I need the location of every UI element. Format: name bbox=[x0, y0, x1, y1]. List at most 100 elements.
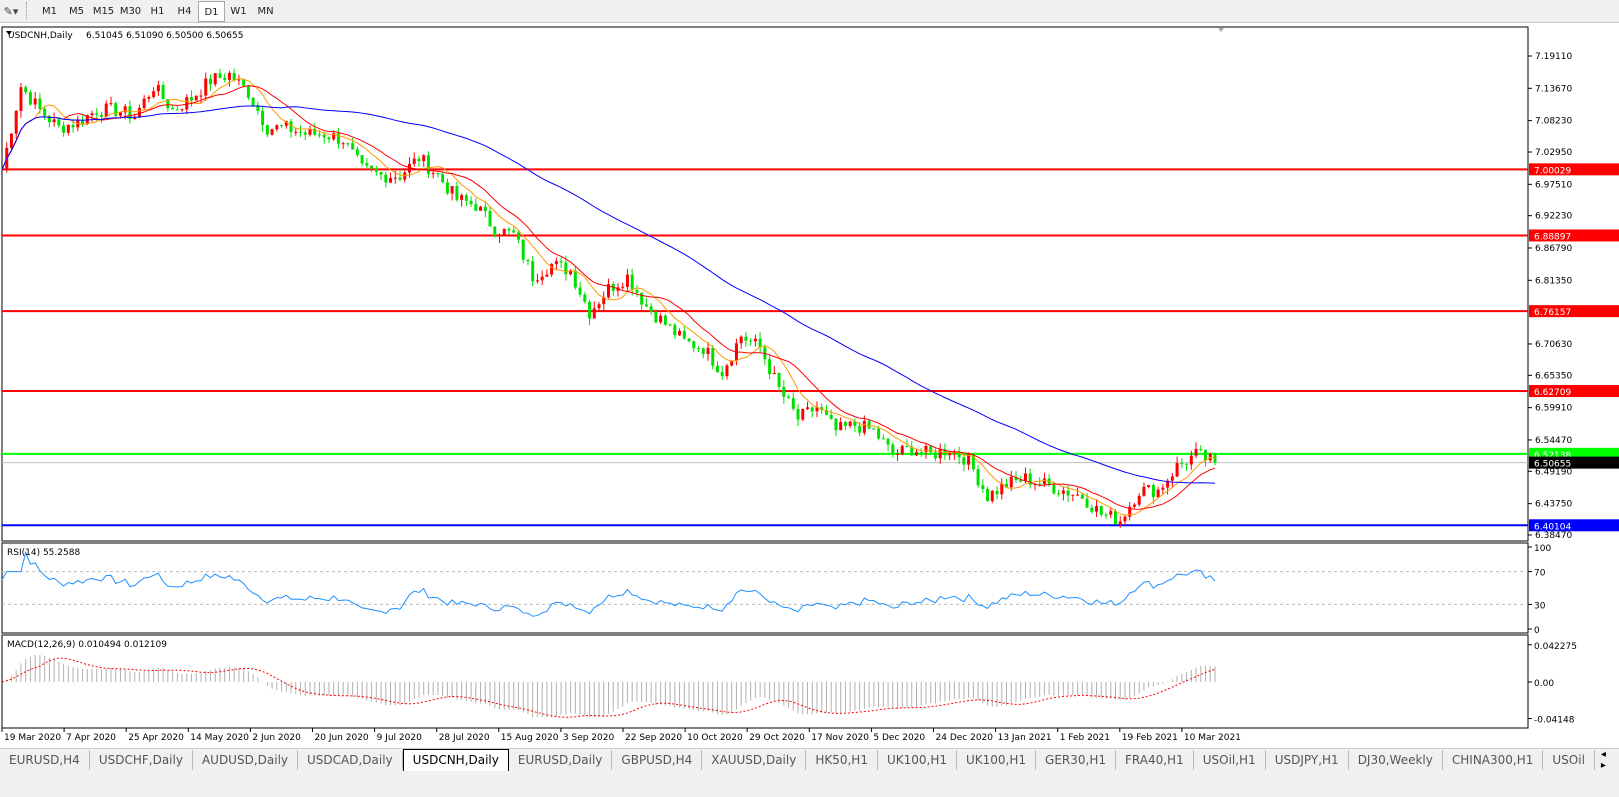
candle-body bbox=[1071, 494, 1075, 496]
candle-body bbox=[1061, 490, 1065, 494]
candle-body bbox=[1132, 504, 1136, 507]
candle-body bbox=[393, 177, 397, 179]
date-tick-label: 29 Oct 2020 bbox=[749, 733, 805, 743]
chart-tab[interactable]: GER30,H1 bbox=[1036, 750, 1116, 770]
chart-tab[interactable]: USDJPY,H1 bbox=[1266, 750, 1349, 770]
price-tick-label: 6.49190 bbox=[1535, 467, 1572, 477]
candle-body bbox=[768, 359, 772, 375]
date-tick-label: 17 Nov 2020 bbox=[811, 733, 869, 743]
chart-tab[interactable]: EURUSD,Daily bbox=[509, 750, 613, 770]
timeframe-m5[interactable]: M5 bbox=[69, 5, 84, 17]
candle-body bbox=[569, 270, 573, 275]
chart-tab[interactable]: CHINA300,H1 bbox=[1443, 750, 1544, 770]
candle-body bbox=[336, 133, 340, 144]
chart-tab[interactable]: XAUUSD,Daily bbox=[702, 750, 807, 770]
chart-tab[interactable]: USOil bbox=[1543, 750, 1595, 770]
candle-body bbox=[128, 106, 132, 120]
candle-body bbox=[1199, 448, 1203, 450]
date-tick-label: 10 Oct 2020 bbox=[687, 733, 743, 743]
candle-body bbox=[957, 451, 961, 458]
candle-body bbox=[824, 410, 828, 415]
candle-body bbox=[398, 177, 402, 180]
candle-body bbox=[1170, 476, 1174, 481]
chart-tab[interactable]: USDCAD,Daily bbox=[298, 750, 403, 770]
candle-body bbox=[502, 228, 506, 236]
candle-body bbox=[512, 230, 516, 233]
candle-body bbox=[896, 453, 900, 455]
candle-body bbox=[919, 452, 923, 454]
candle-body bbox=[938, 449, 942, 459]
candle-body bbox=[445, 182, 449, 194]
timeframe-h4[interactable]: H4 bbox=[177, 5, 192, 17]
timeframe-w1[interactable]: W1 bbox=[230, 5, 247, 17]
timeframe-d1[interactable]: D1 bbox=[198, 0, 225, 22]
candle-body bbox=[360, 155, 364, 164]
candle-body bbox=[190, 97, 194, 101]
candle-body bbox=[488, 211, 492, 227]
chart-tab[interactable]: GBPUSD,H4 bbox=[612, 750, 703, 770]
chart-tab[interactable]: USOil,H1 bbox=[1194, 750, 1266, 770]
candle-body bbox=[668, 324, 672, 326]
candle-body bbox=[1085, 498, 1089, 508]
macd-label: MACD(12,26,9) 0.010494 0.012109 bbox=[7, 640, 167, 650]
candle-body bbox=[806, 407, 810, 410]
candle-body bbox=[218, 73, 222, 78]
candle-body bbox=[341, 143, 345, 145]
chart-tab[interactable]: USDCHF,Daily bbox=[90, 750, 193, 770]
candle-body bbox=[479, 206, 483, 211]
candle-body bbox=[701, 348, 705, 354]
candle-body bbox=[531, 261, 535, 282]
tab-scroll-arrows[interactable]: ◂ ▸ bbox=[1600, 749, 1606, 771]
timeframe-m30[interactable]: M30 bbox=[119, 5, 142, 17]
chart-tab[interactable]: USDCNH,Daily bbox=[402, 749, 509, 771]
chart-window[interactable]: 7.19110 7.13670 7.08230 7.02950 6.97510 6.922… bbox=[0, 26, 1619, 748]
candle-body bbox=[19, 87, 23, 111]
date-tick-label: 1 Feb 2021 bbox=[1060, 733, 1110, 743]
candle-body bbox=[1014, 476, 1018, 480]
timeframe-m15[interactable]: M15 bbox=[92, 5, 115, 17]
date-tick-label: 20 Jun 2020 bbox=[315, 733, 369, 743]
candle-body bbox=[663, 315, 667, 325]
candle-body bbox=[71, 124, 75, 128]
chart-tab[interactable]: EURUSD,H4 bbox=[0, 750, 90, 770]
candle-body bbox=[848, 421, 852, 426]
candle-body bbox=[166, 99, 170, 109]
candle-body bbox=[171, 108, 175, 110]
date-tick-label: 13 Jan 2021 bbox=[998, 733, 1052, 743]
candle-body bbox=[749, 340, 753, 342]
chart-tab[interactable]: UK100,H1 bbox=[878, 750, 957, 770]
candle-body bbox=[507, 228, 511, 231]
candle-body bbox=[426, 155, 430, 174]
chart-tab[interactable]: DJ30,Weekly bbox=[1349, 750, 1443, 770]
chart-tab[interactable]: AUDUSD,Daily bbox=[193, 750, 299, 770]
timeframe-mn[interactable]: MN bbox=[257, 5, 274, 17]
candle-body bbox=[1090, 507, 1094, 512]
candle-body bbox=[407, 163, 411, 173]
candle-body bbox=[787, 396, 791, 399]
candle-body bbox=[275, 125, 279, 130]
candle-body bbox=[1161, 487, 1165, 490]
candle-body bbox=[550, 264, 554, 275]
candle-body bbox=[417, 158, 421, 162]
current-price-badge bbox=[1529, 456, 1619, 469]
chart-tab[interactable]: UK100,H1 bbox=[957, 750, 1037, 770]
timeframe-m1[interactable]: M1 bbox=[42, 5, 57, 17]
candle-body bbox=[389, 178, 393, 183]
candle-body bbox=[1151, 485, 1155, 498]
candle-body bbox=[33, 98, 37, 105]
price-tick-label: 6.81350 bbox=[1535, 276, 1572, 286]
candle-body bbox=[602, 297, 606, 305]
drawing-tools-icon[interactable]: ✎▾ bbox=[3, 4, 19, 18]
price-tick-label: 6.86790 bbox=[1535, 244, 1572, 254]
candle-body bbox=[365, 163, 369, 166]
chart-tab[interactable]: FRA40,H1 bbox=[1116, 750, 1194, 770]
level-price-label: 6.40104 bbox=[1534, 522, 1571, 532]
candle-body bbox=[493, 226, 497, 236]
candle-body bbox=[194, 96, 198, 101]
candle-body bbox=[981, 485, 985, 489]
chart-tab[interactable]: HK50,H1 bbox=[806, 750, 878, 770]
timeframe-h1[interactable]: H1 bbox=[150, 5, 165, 17]
candle-body bbox=[1166, 480, 1170, 488]
main-panel bbox=[1, 26, 1529, 542]
candle-body bbox=[284, 121, 288, 126]
